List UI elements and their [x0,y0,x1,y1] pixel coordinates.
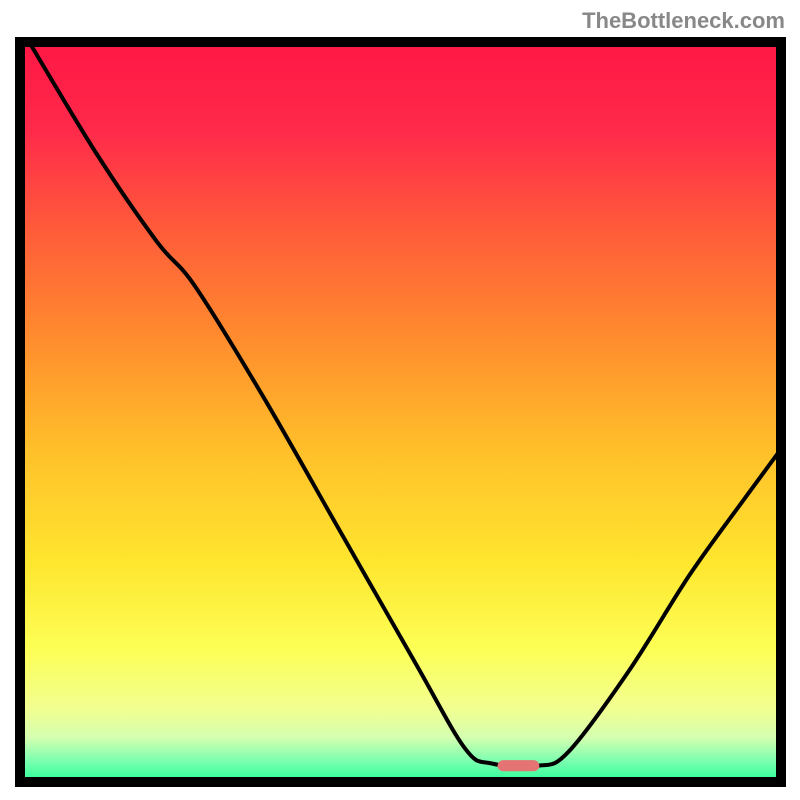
chart-gradient-bg [20,42,781,782]
chart-container: { "watermark": { "text": "TheBottleneck.… [0,0,800,800]
bottleneck-chart [0,0,800,800]
optimal-marker [498,760,540,771]
watermark-text: TheBottleneck.com [582,8,785,34]
